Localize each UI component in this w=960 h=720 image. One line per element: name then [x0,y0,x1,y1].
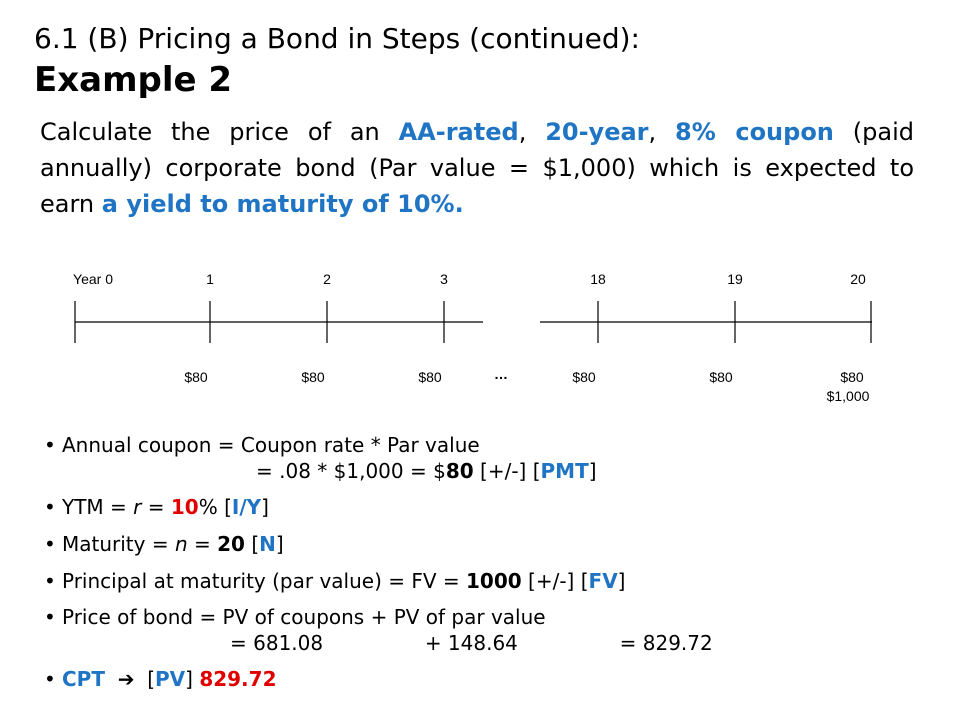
coupon-keys: [+/-] [ [473,459,541,483]
coupon-value: 80 [445,459,474,483]
coupon-calc: = .08 * $1,000 = $ [256,459,446,483]
principal-label: Principal at maturity (par value) = FV = [62,569,467,593]
price-formula: Price of bond = PV of coupons + PV of pa… [62,605,546,629]
timeline-year-label: 20 [850,271,866,287]
bullet-coupon: Annual coupon = Coupon rate * Par value … [44,432,924,484]
cpt-key: CPT [62,667,105,691]
price-values: = 681.08 + 148.64 = 829.72 [230,631,713,655]
bracket-close: ] [185,667,193,691]
bracket-open: [ [244,532,260,556]
timeline-year-label: Year 0 [73,271,113,287]
highlight-term: 20-year [545,118,649,146]
bullet-maturity: Maturity = n = 20 [N] [44,531,924,557]
bracket-close: ] [275,532,284,556]
highlight-ytm: a yield to maturity of 10%. [101,190,464,218]
question-comma: , [648,118,675,146]
bond-price-result: 829.72 [199,667,277,691]
timeline-year-label: 18 [590,271,606,287]
question-part: (paid annually) corporate bond (Par valu… [40,118,914,218]
highlight-rating: AA-rated [398,118,519,146]
coupon-result: = .08 * $1,000 = $80 [+/-] [PMT] [62,458,924,484]
pv-key: PV [155,667,186,691]
slide-subtitle: 6.1 (B) Pricing a Bond in Steps (continu… [34,22,640,55]
timeline-principal-label: $1,000 [826,388,870,404]
timeline-cashflow-label: $80 [709,369,733,385]
timeline-cashflow-label: $80 [418,369,442,385]
bracket-close: ] [617,569,626,593]
timeline-cashflow-label: $80 [840,369,864,385]
timeline-year-label: 3 [440,271,448,287]
ytm-symbol: r [133,495,142,519]
timeline-year-label: 2 [323,271,331,287]
maturity-value: 20 [217,532,245,556]
n-key: N [259,532,276,556]
question-part: Calculate the price of an [40,118,399,146]
question-text: Calculate the price of an AA-rated, 20-y… [40,114,914,222]
maturity-symbol: n [174,532,188,556]
bracket-close: ] [588,459,597,483]
principal-value: 1000 [466,569,522,593]
ytm-equals: = [141,495,171,519]
highlight-coupon: 8% coupon [675,118,834,146]
bullet-ytm: YTM = r = 10% [I/Y] [44,494,924,520]
timeline-cashflow-label: $80 [184,369,208,385]
bullet-cpt: CPT ➔ [PV] 829.72 [44,666,924,692]
maturity-equals: = [187,532,218,556]
coupon-formula: Annual coupon = Coupon rate * Par value [62,433,480,457]
ytm-value: 10 [170,495,199,519]
arrow-icon: ➔ [117,667,135,691]
principal-keys: [+/-] [ [521,569,589,593]
timeline-year-label: 19 [727,271,743,287]
timeline-cashflow-label: $80 [572,369,596,385]
bullet-principal: Principal at maturity (par value) = FV =… [44,568,924,594]
fv-key: FV [588,569,618,593]
calculation-steps: Annual coupon = Coupon rate * Par value … [44,432,924,692]
slide-title: Example 2 [34,60,233,100]
bullet-price: Price of bond = PV of coupons + PV of pa… [44,604,924,656]
maturity-label: Maturity = [62,532,175,556]
timeline-ellipsis: … [494,366,508,382]
iy-key: I/Y [231,495,262,519]
timeline-cashflow-label: $80 [301,369,325,385]
question-comma: , [518,118,546,146]
pmt-key: PMT [540,459,589,483]
bracket-open: [ [147,667,155,691]
ytm-unit: % [ [198,495,232,519]
bracket-close: ] [261,495,269,519]
timeline-year-label: 1 [206,271,214,287]
ytm-label: YTM = [62,495,134,519]
